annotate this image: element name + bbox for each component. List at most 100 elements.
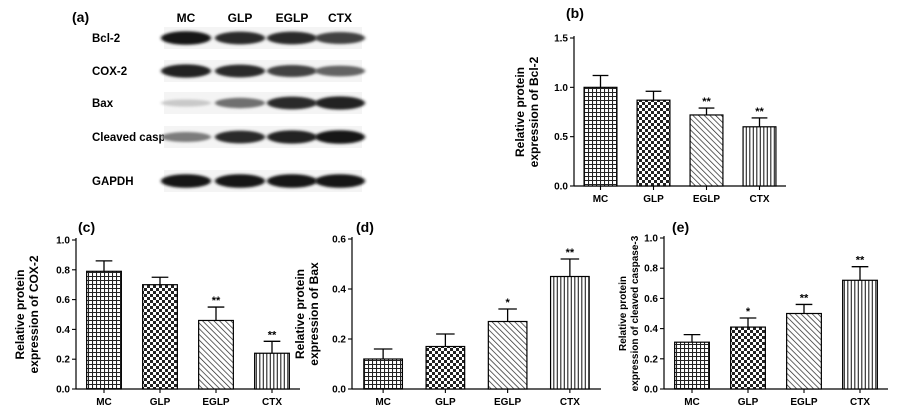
y-tick-label: 1.0 <box>56 236 70 247</box>
y-axis-label-line: expression of Bcl-2 <box>527 56 541 167</box>
y-tick-label: 0.0 <box>644 385 658 396</box>
y-axis-label-line: Relative protein <box>618 276 629 351</box>
y-axis-label-line: Relative protein <box>293 269 307 359</box>
bar-glp <box>425 345 466 390</box>
y-axis-label: Relative proteinexpression of Bax <box>293 262 321 366</box>
x-tick-label-mc: MC <box>684 397 700 408</box>
y-tick-label: 0.4 <box>332 285 346 296</box>
blot-band-glp <box>215 174 265 188</box>
bar-glp <box>636 99 671 187</box>
panel-label: (d) <box>356 219 374 235</box>
y-axis-label-line: expression of COX-2 <box>27 255 41 373</box>
blot-rows: Bcl-2 COX-2 Bax Cleaved caspase-3 GAPDH <box>92 27 365 192</box>
chart-cleaved-caspase3: (e) Relative proteinexpression of cleaved… <box>618 219 888 408</box>
y-tick-label: 0.2 <box>644 354 658 365</box>
blot-band-eglp <box>267 130 317 144</box>
blot-band-glp <box>215 130 265 144</box>
y-axis-label-line: expression of cleaved caspase-3 <box>630 235 641 391</box>
blot-row-label: GAPDH <box>92 176 134 188</box>
blot-band-eglp <box>267 174 317 188</box>
blot-band-glp <box>215 31 265 45</box>
blot-band-eglp <box>267 31 317 45</box>
significance-mark-ctx: ** <box>566 247 575 259</box>
significance-mark-ctx: ** <box>268 329 277 341</box>
blot-panel-label: (a) <box>72 9 89 25</box>
blot-lane-label-eglp: EGLP <box>276 11 309 25</box>
y-tick-label: 0.0 <box>56 385 70 396</box>
blot-row-bcl-2: Bcl-2 <box>92 27 365 49</box>
y-tick-label: 0.5 <box>554 132 568 143</box>
bar-ctx <box>549 275 590 390</box>
bar-mc <box>86 270 122 390</box>
y-axis-label: Relative proteinexpression of COX-2 <box>13 255 41 373</box>
bar-ctx <box>742 126 777 187</box>
x-tick-label-glp: GLP <box>150 397 171 408</box>
y-axis-label: Relative proteinexpression of cleaved ca… <box>618 235 641 391</box>
blot-band-mc <box>161 31 211 45</box>
x-tick-label-ctx: CTX <box>850 397 870 408</box>
blot-row-label: COX-2 <box>92 66 127 78</box>
x-tick-label-ctx: CTX <box>262 397 282 408</box>
significance-mark-eglp: ** <box>702 96 711 108</box>
significance-mark-ctx: ** <box>755 106 764 118</box>
x-tick-label-glp: GLP <box>738 397 759 408</box>
y-axis-label-line: Relative protein <box>13 269 27 359</box>
x-tick-label-eglp: EGLP <box>202 397 230 408</box>
blot-band-mc <box>161 132 211 142</box>
y-tick-label: 0.8 <box>56 265 70 276</box>
blot-band-glp <box>215 97 265 109</box>
significance-mark-ctx: ** <box>856 255 865 267</box>
blot-row-cleaved-caspase-3: Cleaved caspase-3 <box>92 126 365 148</box>
chart-cox2: (c) Relative proteinexpression of COX-2 0.… <box>13 219 300 408</box>
bar-ctx <box>842 279 878 390</box>
x-tick-label-mc: MC <box>96 397 112 408</box>
y-tick-label: 0.2 <box>332 335 346 346</box>
significance-mark-eglp: * <box>505 297 510 309</box>
y-tick-label: 1.0 <box>554 83 568 94</box>
blot-row-label: Bax <box>92 98 114 110</box>
blot-band-eglp <box>267 65 317 77</box>
y-tick-label: 1.5 <box>554 34 568 45</box>
blot-row-label: Bcl-2 <box>92 33 120 45</box>
x-tick-label-eglp: EGLP <box>790 397 818 408</box>
bar-eglp <box>487 320 528 390</box>
blot-band-mc <box>161 64 211 78</box>
blot-band-mc <box>161 99 211 107</box>
x-tick-label-ctx: CTX <box>750 194 770 205</box>
blot-band-ctx <box>315 65 365 77</box>
y-tick-label: 0.6 <box>644 294 658 305</box>
blot-band-glp <box>215 64 265 78</box>
x-tick-label-eglp: EGLP <box>693 194 721 205</box>
y-tick-label: 0.8 <box>644 264 658 275</box>
western-blot-panel: (a) MC GLP EGLP CTX Bcl-2 COX-2 Bax Cleaved ca… <box>72 9 365 192</box>
chart-bax: (d) Relative proteinexpression of Bax 0.0 0… <box>293 219 601 408</box>
blot-band-mc <box>161 174 211 188</box>
y-tick-label: 0.6 <box>56 295 70 306</box>
panel-label: (b) <box>566 5 584 21</box>
x-tick-label-ctx: CTX <box>560 397 580 408</box>
y-axis-label-line: Relative protein <box>513 67 527 157</box>
bar-glp <box>730 326 766 390</box>
bar-eglp <box>786 312 822 390</box>
x-tick-label-mc: MC <box>593 194 609 205</box>
x-tick-label-eglp: EGLP <box>494 397 522 408</box>
blot-band-ctx <box>315 130 365 144</box>
bar-mc <box>583 86 618 187</box>
panel-label: (e) <box>672 219 689 235</box>
significance-mark-eglp: ** <box>212 295 221 307</box>
blot-lane-label-mc: MC <box>177 11 196 25</box>
bar-ctx <box>254 352 290 390</box>
significance-mark-eglp: ** <box>800 292 809 304</box>
y-tick-label: 0.2 <box>56 355 70 366</box>
blot-lane-label-glp: GLP <box>228 11 253 25</box>
blot-row-bax: Bax <box>92 92 365 114</box>
blot-band-ctx <box>315 96 365 110</box>
bar-mc <box>363 358 404 390</box>
y-tick-label: 0.4 <box>644 324 658 335</box>
bar-mc <box>674 341 710 390</box>
x-tick-label-glp: GLP <box>643 194 664 205</box>
y-axis-label: Relative proteinexpression of Bcl-2 <box>513 56 541 167</box>
x-tick-label-mc: MC <box>375 397 391 408</box>
y-tick-label: 0.6 <box>332 235 346 246</box>
blot-row-cox-2: COX-2 <box>92 60 365 82</box>
